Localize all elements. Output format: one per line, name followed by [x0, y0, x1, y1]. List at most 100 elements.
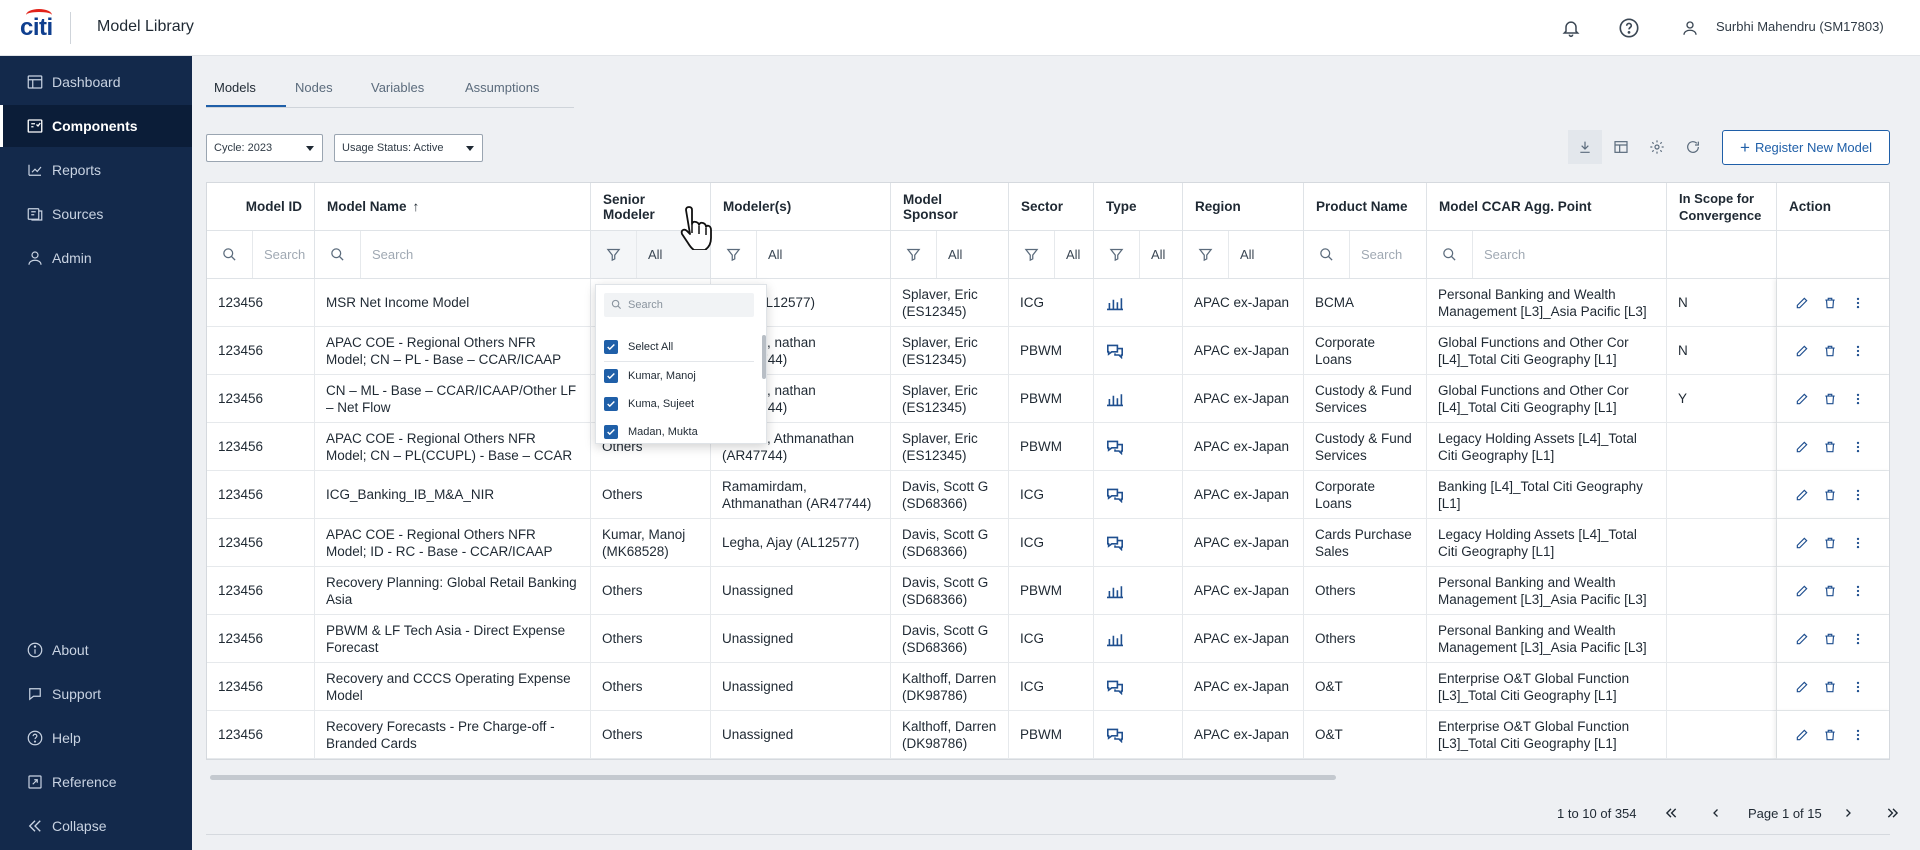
trash-icon[interactable]	[1823, 392, 1837, 406]
more-vertical-icon[interactable]	[1851, 728, 1865, 742]
column-filter-value[interactable]: All	[1066, 247, 1081, 262]
more-vertical-icon[interactable]	[1851, 680, 1865, 694]
sidebar-item-help[interactable]: Help	[0, 717, 192, 759]
cycle-select[interactable]: Cycle: 2023	[206, 134, 323, 162]
column-search-input[interactable]: Search	[264, 247, 306, 262]
column-filter-value[interactable]: All	[768, 247, 783, 262]
filter-cell-region[interactable]: All	[1183, 231, 1304, 279]
sidebar-item-dashboard[interactable]: Dashboard	[0, 61, 192, 103]
column-filter-value[interactable]: All	[648, 247, 663, 262]
column-header-ccar-agg-point[interactable]: Model CCAR Agg. Point	[1427, 183, 1667, 231]
trash-icon[interactable]	[1823, 728, 1837, 742]
dropdown-scrollbar[interactable]	[762, 335, 766, 379]
trash-icon[interactable]	[1823, 440, 1837, 454]
column-header-model-name[interactable]: Model Name ↑	[315, 183, 591, 231]
trash-icon[interactable]	[1823, 536, 1837, 550]
cell-model-name[interactable]: MSR Net Income Model	[315, 279, 591, 327]
trash-icon[interactable]	[1823, 632, 1837, 646]
first-page-button[interactable]	[1660, 802, 1682, 824]
cell-model-name[interactable]: PBWM & LF Tech Asia - Direct Expense For…	[315, 615, 591, 663]
filter-cell-model-sponsor[interactable]: All	[891, 231, 1009, 279]
usage-status-select[interactable]: Usage Status: Active	[334, 134, 483, 162]
cell-model-name[interactable]: APAC COE - Regional Others NFR Model; CN…	[315, 327, 591, 375]
filter-cell-model-name[interactable]: Search	[315, 231, 591, 279]
sidebar-item-sources[interactable]: Sources	[0, 193, 192, 235]
column-filter-value[interactable]: All	[1151, 247, 1166, 262]
cell-model-name[interactable]: Recovery Forecasts - Pre Charge-off - Br…	[315, 711, 591, 759]
edit-icon[interactable]	[1795, 584, 1809, 598]
column-header-action[interactable]: Action	[1777, 183, 1889, 231]
column-header-region[interactable]: Region	[1183, 183, 1304, 231]
user-icon[interactable]	[1677, 15, 1703, 41]
download-button[interactable]	[1568, 130, 1602, 164]
cell-model-name[interactable]: APAC COE - Regional Others NFR Model; ID…	[315, 519, 591, 567]
filter-cell-product-name[interactable]: Search	[1304, 231, 1427, 279]
column-search-input[interactable]: Search	[1484, 247, 1526, 262]
column-filter-value[interactable]: All	[948, 247, 963, 262]
dropdown-option[interactable]: Kuma, Sujeet	[604, 394, 694, 414]
sidebar-item-admin[interactable]: Admin	[0, 237, 192, 279]
sidebar-item-reports[interactable]: Reports	[0, 149, 192, 191]
tab-nodes[interactable]: Nodes	[295, 80, 333, 95]
column-search-input[interactable]: Search	[1361, 247, 1403, 262]
edit-icon[interactable]	[1795, 296, 1809, 310]
refresh-button[interactable]	[1676, 130, 1710, 164]
filter-cell-sector[interactable]: All	[1009, 231, 1094, 279]
columns-button[interactable]	[1604, 130, 1638, 164]
edit-icon[interactable]	[1795, 344, 1809, 358]
more-vertical-icon[interactable]	[1851, 584, 1865, 598]
cell-model-name[interactable]: Recovery Planning: Global Retail Banking…	[315, 567, 591, 615]
next-page-button[interactable]	[1837, 802, 1859, 824]
column-header-modelers[interactable]: Modeler(s)	[711, 183, 891, 231]
tab-variables[interactable]: Variables	[371, 80, 425, 95]
column-header-model-id[interactable]: Model ID	[207, 183, 315, 231]
filter-cell-ccar-agg-point[interactable]: Search	[1427, 231, 1667, 279]
tab-models[interactable]: Models	[214, 80, 256, 95]
edit-icon[interactable]	[1795, 440, 1809, 454]
sidebar-item-about[interactable]: About	[0, 629, 192, 671]
dropdown-search-input[interactable]: Search	[604, 293, 754, 317]
edit-icon[interactable]	[1795, 488, 1809, 502]
filter-cell-modelers[interactable]: All	[711, 231, 891, 279]
more-vertical-icon[interactable]	[1851, 536, 1865, 550]
filter-cell-model-id[interactable]: Search	[207, 231, 315, 279]
sidebar-item-collapse[interactable]: Collapse	[0, 805, 192, 847]
cell-model-name[interactable]: ICG_Banking_IB_M&A_NIR	[315, 471, 591, 519]
citi-logo[interactable]: citi	[20, 9, 53, 42]
sidebar-item-reference[interactable]: Reference	[0, 761, 192, 803]
trash-icon[interactable]	[1823, 680, 1837, 694]
edit-icon[interactable]	[1795, 536, 1809, 550]
register-new-model-button[interactable]: + Register New Model	[1722, 130, 1890, 165]
cell-model-name[interactable]: Recovery and CCCS Operating Expense Mode…	[315, 663, 591, 711]
bell-icon[interactable]	[1558, 15, 1584, 41]
column-header-model-sponsor[interactable]: Model Sponsor	[891, 183, 1009, 231]
trash-icon[interactable]	[1823, 344, 1837, 358]
user-name[interactable]: Surbhi Mahendru (SM17803)	[1716, 19, 1884, 34]
edit-icon[interactable]	[1795, 680, 1809, 694]
dropdown-option[interactable]: Kumar, Manoj	[604, 366, 696, 386]
more-vertical-icon[interactable]	[1851, 392, 1865, 406]
more-vertical-icon[interactable]	[1851, 344, 1865, 358]
cell-model-name[interactable]: APAC COE - Regional Others NFR Model; CN…	[315, 423, 591, 471]
dropdown-option-select-all[interactable]: Select All	[604, 337, 673, 357]
edit-icon[interactable]	[1795, 392, 1809, 406]
dropdown-option[interactable]: Madan, Mukta	[604, 422, 698, 442]
more-vertical-icon[interactable]	[1851, 632, 1865, 646]
sidebar-item-components[interactable]: Components	[0, 105, 192, 147]
horizontal-scrollbar[interactable]	[210, 775, 1336, 780]
trash-icon[interactable]	[1823, 584, 1837, 598]
last-page-button[interactable]	[1882, 802, 1904, 824]
sort-ascending-icon[interactable]: ↑	[412, 199, 420, 214]
settings-button[interactable]	[1640, 130, 1674, 164]
sidebar-item-support[interactable]: Support	[0, 673, 192, 715]
trash-icon[interactable]	[1823, 488, 1837, 502]
help-circle-icon[interactable]	[1616, 15, 1642, 41]
column-filter-value[interactable]: All	[1240, 247, 1255, 262]
cell-model-name[interactable]: CN – ML - Base – CCAR/ICAAP/Other LF – N…	[315, 375, 591, 423]
trash-icon[interactable]	[1823, 296, 1837, 310]
column-header-sector[interactable]: Sector	[1009, 183, 1094, 231]
previous-page-button[interactable]	[1705, 802, 1727, 824]
filter-cell-type[interactable]: All	[1094, 231, 1183, 279]
column-search-input[interactable]: Search	[372, 247, 414, 262]
column-header-product-name[interactable]: Product Name	[1304, 183, 1427, 231]
